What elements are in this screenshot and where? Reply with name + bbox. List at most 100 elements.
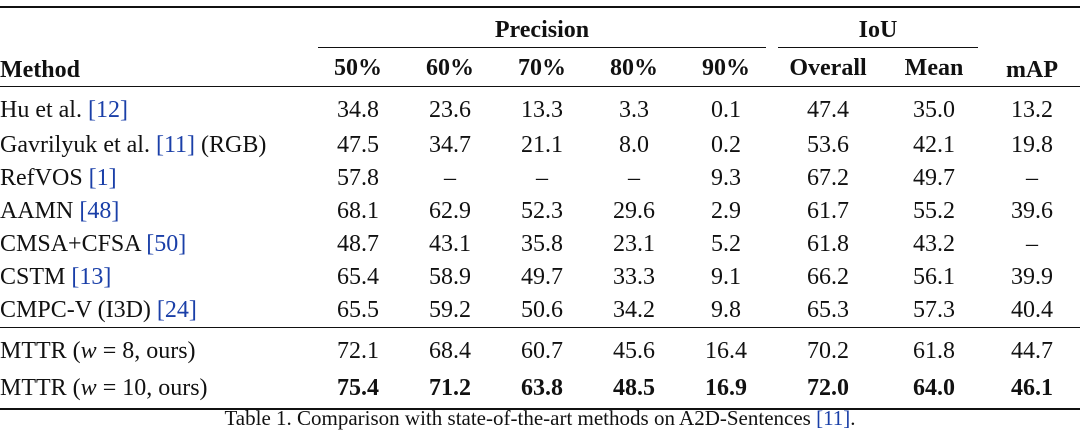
value-cell: 55.2: [913, 198, 955, 224]
method-params: = 10, ours): [96, 374, 208, 401]
method-name: RefVOS: [0, 165, 89, 191]
method-suffix: (RGB): [195, 132, 267, 158]
value-cell: 58.9: [429, 264, 471, 290]
method-prefix: MTTR (: [0, 374, 81, 401]
caption-citation-link[interactable]: [11]: [816, 406, 851, 430]
precision-50-header: 50%: [334, 54, 382, 81]
value-cell: 44.7: [984, 327, 1080, 370]
method-name: CSTM: [0, 264, 72, 290]
method-cell: MTTR (w = 10, ours): [0, 370, 312, 410]
value-cell: –: [1026, 165, 1038, 191]
value-cell: 29.6: [613, 198, 655, 224]
window-variable: w: [80, 337, 97, 364]
value-cell: 16.4: [680, 327, 772, 370]
citation-link[interactable]: [1]: [88, 165, 117, 191]
value-cell: 46.1: [984, 370, 1080, 410]
value-cell: 35.8: [521, 231, 563, 257]
method-prefix: MTTR (: [0, 337, 81, 364]
value-cell: 56.1: [913, 264, 955, 290]
value-cell: 53.6: [807, 132, 849, 158]
value-cell: 61.8: [884, 327, 984, 370]
value-cell: 35.0: [884, 86, 984, 129]
map-header: mAP: [984, 6, 1080, 87]
precision-80-header: 80%: [610, 54, 658, 81]
value-cell: 0.2: [711, 132, 741, 158]
value-cell: 67.2: [807, 165, 849, 191]
iou-header: IoU: [772, 6, 984, 50]
value-cell: 9.8: [711, 297, 741, 323]
value-cell: 0.1: [680, 86, 772, 129]
value-cell: 72.0: [772, 370, 884, 410]
caption-text: Table 1. Comparison with state-of-the-ar…: [224, 406, 817, 430]
method-cell: CSTM [13]: [0, 261, 312, 294]
method-name: Hu et al.: [0, 96, 88, 123]
value-cell: 9.3: [711, 165, 741, 191]
method-cell: Hu et al. [12]: [0, 86, 312, 129]
value-cell: 13.2: [984, 86, 1080, 129]
citation-link[interactable]: [50]: [146, 231, 187, 257]
method-header: Method: [0, 6, 312, 87]
value-cell: –: [536, 165, 548, 191]
method-cell: CMSA+CFSA [50]: [0, 228, 312, 261]
value-cell: 52.3: [521, 198, 563, 224]
value-cell: 60.7: [496, 327, 588, 370]
method-cell: MTTR (w = 8, ours): [0, 327, 312, 370]
value-cell: 72.1: [312, 327, 404, 370]
value-cell: 63.8: [496, 370, 588, 410]
table-row: RefVOS [1] 57.8 – – – 9.3 67.2 49.7 –: [0, 162, 1080, 195]
table-row: AAMN [48] 68.1 62.9 52.3 29.6 2.9 61.7 55.2 39.6: [0, 195, 1080, 228]
value-cell: 75.4: [312, 370, 404, 410]
value-cell: 5.2: [711, 231, 741, 257]
value-cell: 57.3: [913, 297, 955, 323]
value-cell: 71.2: [404, 370, 496, 410]
citation-link[interactable]: [12]: [87, 96, 128, 123]
value-cell: 13.3: [496, 86, 588, 129]
value-cell: 8.0: [619, 132, 649, 158]
iou-overall-header: Overall: [789, 54, 867, 81]
value-cell: 65.3: [807, 297, 849, 323]
method-cell: Gavrilyuk et al. [11] (RGB): [0, 129, 312, 162]
method-cell: RefVOS [1]: [0, 162, 312, 195]
precision-70-header: 70%: [518, 54, 566, 81]
value-cell: 23.6: [404, 86, 496, 129]
value-cell: 62.9: [429, 198, 471, 224]
value-cell: 61.8: [807, 231, 849, 257]
value-cell: 49.7: [521, 264, 563, 290]
value-cell: 64.0: [884, 370, 984, 410]
method-cell: CMPC-V (I3D) [24]: [0, 294, 312, 328]
citation-link[interactable]: [11]: [155, 132, 196, 158]
value-cell: 66.2: [807, 264, 849, 290]
value-cell: 21.1: [521, 132, 563, 158]
value-cell: 40.4: [1011, 297, 1053, 323]
table-row: CMSA+CFSA [50] 48.7 43.1 35.8 23.1 5.2 61.8 43.…: [0, 228, 1080, 261]
results-body: Hu et al. [12] 34.8 23.6 13.3 3.3 0.1 47.4 35.0…: [0, 86, 1080, 410]
value-cell: 2.9: [711, 198, 741, 224]
iou-header-label: IoU: [858, 17, 898, 43]
value-cell: 34.7: [429, 132, 471, 158]
value-cell: 50.6: [521, 297, 563, 323]
precision-90-header: 90%: [702, 54, 750, 81]
value-cell: 68.4: [404, 327, 496, 370]
caption-end: .: [850, 406, 856, 430]
citation-link[interactable]: [24]: [156, 297, 197, 323]
method-params: = 8, ours): [96, 337, 196, 364]
citation-link[interactable]: [48]: [79, 198, 120, 224]
table-row: CMPC-V (I3D) [24] 65.5 59.2 50.6 34.2 9.8 65.3…: [0, 294, 1080, 328]
table-row: Gavrilyuk et al. [11] (RGB) 47.5 34.7 21.1 8…: [0, 129, 1080, 162]
value-cell: 39.6: [1011, 198, 1053, 224]
value-cell: 42.1: [913, 132, 955, 158]
value-cell: 43.1: [429, 231, 471, 257]
results-table: Method Precision IoU mAP 50% 60% 70% 80%…: [0, 6, 1080, 410]
value-cell: –: [628, 165, 640, 191]
window-variable: w: [80, 374, 97, 401]
value-cell: 43.2: [913, 231, 955, 257]
citation-link[interactable]: [13]: [71, 264, 112, 290]
value-cell: 19.8: [1011, 132, 1053, 158]
method-cell: AAMN [48]: [0, 195, 312, 228]
value-cell: 34.8: [312, 86, 404, 129]
table-row: Hu et al. [12] 34.8 23.6 13.3 3.3 0.1 47.4 35.0…: [0, 86, 1080, 129]
value-cell: 33.3: [613, 264, 655, 290]
value-cell: 16.9: [680, 370, 772, 410]
value-cell: 45.6: [588, 327, 680, 370]
